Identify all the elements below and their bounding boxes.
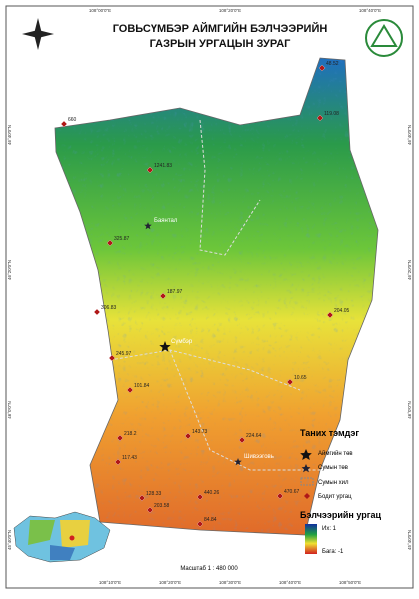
title-line: ГОВЬСҮМБЭР АЙМГИЙН БЭЛЧЭЭРИЙН — [113, 22, 328, 35]
sample-label: 119.08 — [324, 111, 339, 117]
sample-point — [196, 493, 204, 501]
sample-point — [316, 114, 324, 122]
sample-label: 204.05 — [334, 308, 350, 314]
coord-label: 108°20'0"E — [219, 8, 241, 13]
sample-label: 10.65 — [294, 375, 307, 381]
sample-label: 117.43 — [122, 455, 137, 461]
coord-label: 46°40'0"N — [7, 125, 12, 145]
sample-label: 660 — [68, 117, 77, 123]
sample-label: 306.83 — [101, 305, 117, 311]
place-label: Баянтал — [154, 218, 178, 224]
sample-point — [116, 434, 124, 442]
legend-item: Сумын төв — [318, 465, 348, 471]
title-line: ГАЗРЫН УРГАЦЫН ЗУРАГ — [150, 38, 292, 50]
coord-label: 45°40'0"N — [407, 530, 412, 550]
coord-label: 108°00'0"E — [89, 8, 111, 13]
sample-point — [114, 458, 122, 466]
sample-label: 187.97 — [167, 289, 183, 295]
sample-label: 101.84 — [134, 383, 150, 389]
legend-item: Бодит ургац — [318, 494, 352, 500]
legend-item: Сумын хил — [318, 480, 349, 486]
sample-point — [238, 436, 246, 444]
sample-label: 245.97 — [116, 351, 132, 357]
place-marker — [159, 341, 171, 352]
sample-label: 128.33 — [146, 491, 162, 497]
sample-label: 440.26 — [204, 490, 220, 496]
sample-point — [286, 378, 294, 386]
color-legend-title: Бэлчээрийн ургац — [300, 510, 382, 520]
sample-label: 325.87 — [114, 236, 130, 242]
sample-point — [60, 120, 68, 128]
legend-item: Аймгийн төв — [318, 450, 353, 457]
sample-point — [138, 494, 146, 502]
sample-label: 84.84 — [204, 517, 217, 523]
sample-label: 224.64 — [246, 433, 262, 439]
sample-point — [326, 311, 334, 319]
sample-label: 1241.83 — [154, 163, 172, 169]
color-bar — [305, 524, 317, 554]
region — [54, 57, 379, 536]
place-marker — [144, 222, 152, 230]
sample-point — [276, 492, 284, 500]
sample-point — [93, 308, 101, 316]
place-label: Сүмбэр — [171, 339, 193, 345]
frame — [5, 5, 414, 589]
sample-label: 203.58 — [154, 503, 170, 509]
coord-label: 46°40'0"N — [407, 125, 412, 145]
coord-label: 46°0'0"N — [407, 401, 412, 419]
scale-text: Масштаб 1 : 480 000 — [180, 566, 238, 572]
sample-point — [184, 432, 192, 440]
sample-label: 218.2 — [124, 431, 137, 437]
sample-point — [126, 386, 134, 394]
inset-map — [13, 511, 111, 563]
color-high: Их: 1 — [322, 526, 337, 532]
coord-label: 108°20'0"E — [159, 580, 181, 585]
coord-label: 46°20'0"N — [7, 260, 12, 280]
coord-label: 108°10'0"E — [99, 580, 121, 585]
coord-label: 108°40'0"E — [359, 8, 381, 13]
legend: Таних тэмдэг Аймгийн төв Сумын төв Сумын… — [300, 428, 382, 555]
coord-label: 45°40'0"N — [7, 530, 12, 550]
place-label: Шивээговь — [244, 454, 274, 460]
sample-point — [146, 166, 154, 174]
legend-title: Таних тэмдэг — [300, 428, 359, 438]
coord-label: 108°30'0"E — [219, 580, 241, 585]
sample-label: 48.52 — [326, 61, 339, 67]
sample-points: 660 1241.83 325.87 187.97 306.83 245.97 101.84… — [60, 61, 350, 528]
sample-point — [108, 354, 116, 362]
sample-point — [146, 506, 154, 514]
coord-label: 108°40'0"E — [279, 580, 301, 585]
sample-label: 143.73 — [192, 429, 208, 435]
sample-point — [196, 520, 204, 528]
sample-point — [318, 64, 326, 72]
sample-point — [106, 239, 114, 247]
sample-point — [159, 292, 167, 300]
sample-label: 470.67 — [284, 489, 300, 495]
color-low: Бага: -1 — [322, 549, 344, 555]
coord-label: 46°20'0"N — [407, 260, 412, 280]
coord-label: 46°0'0"N — [7, 401, 12, 419]
place-marker — [234, 458, 242, 466]
coord-label: 108°50'0"E — [339, 580, 361, 585]
north-arrow — [22, 18, 54, 50]
logo — [365, 19, 403, 57]
